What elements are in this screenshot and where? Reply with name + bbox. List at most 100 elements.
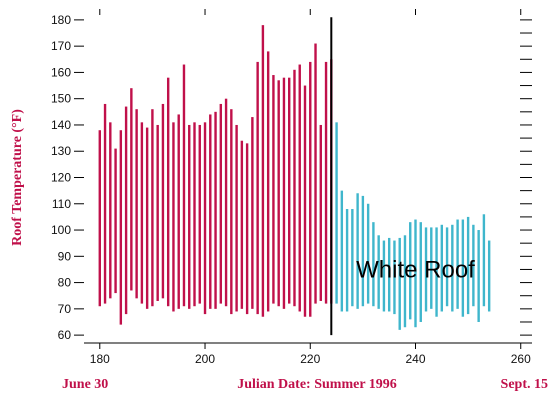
temperature-range-bar-before bbox=[214, 111, 217, 309]
temperature-range-bar-before bbox=[198, 124, 201, 304]
temperature-range-bar-white-roof bbox=[398, 237, 401, 330]
y-tick-label: 70 bbox=[58, 302, 72, 316]
temperature-range-bar-white-roof bbox=[335, 122, 338, 304]
temperature-range-bar-before bbox=[172, 122, 175, 312]
temperature-range-bar-white-roof bbox=[445, 227, 449, 307]
y-tick-label: 90 bbox=[58, 249, 72, 263]
temperature-range-bar-white-roof bbox=[461, 219, 465, 317]
temperature-range-bar-before bbox=[251, 117, 254, 309]
temperature-range-bar-before bbox=[224, 98, 228, 307]
temperature-range-bar-before bbox=[140, 122, 144, 304]
temperature-range-bar-white-roof bbox=[361, 195, 365, 307]
temperature-range-bar-before bbox=[98, 130, 101, 307]
y-tick-label: 100 bbox=[51, 223, 71, 237]
temperature-range-bar-white-roof bbox=[377, 235, 380, 309]
temperature-range-bar-white-roof bbox=[372, 222, 375, 307]
temperature-range-bar-before bbox=[266, 51, 270, 312]
temperature-range-bar-white-roof bbox=[430, 227, 433, 309]
y-tick-label: 60 bbox=[58, 328, 72, 342]
temperature-range-bar-before bbox=[203, 122, 207, 315]
temperature-range-bar-white-roof bbox=[366, 203, 370, 304]
temperature-range-bar-white-roof bbox=[424, 227, 428, 312]
temperature-range-bar-white-roof bbox=[477, 230, 480, 322]
temperature-range-bar-before bbox=[124, 106, 128, 315]
temperature-range-bar-before bbox=[303, 85, 307, 317]
temperature-range-bar-before bbox=[288, 77, 291, 304]
temperature-range-bar-white-roof bbox=[487, 240, 491, 312]
white-roof-annotation: White Roof bbox=[356, 256, 475, 283]
temperature-range-bar-before bbox=[119, 130, 123, 325]
temperature-range-bar-white-roof bbox=[356, 193, 359, 309]
temperature-range-bar-white-roof bbox=[387, 237, 391, 312]
y-tick-label: 150 bbox=[51, 92, 71, 106]
temperature-range-bar-white-roof bbox=[393, 240, 396, 315]
x-tick-label: 180 bbox=[90, 352, 110, 366]
temperature-range-bar-before bbox=[145, 127, 149, 309]
temperature-range-bar-before bbox=[188, 124, 191, 309]
temperature-range-bar-before bbox=[177, 114, 180, 309]
temperature-range-bar-white-roof bbox=[340, 190, 344, 312]
temperature-range-bar-white-roof bbox=[435, 227, 438, 317]
x-end-date-label: Sept. 15 bbox=[501, 377, 548, 392]
temperature-range-bar-before bbox=[235, 124, 238, 312]
temperature-range-bar-before bbox=[209, 114, 212, 309]
temperature-range-bar-white-roof bbox=[456, 219, 459, 309]
y-tick-label: 80 bbox=[58, 276, 72, 290]
y-axis-label: Roof Temperature (°F) bbox=[10, 109, 25, 246]
y-tick-label: 110 bbox=[52, 197, 71, 211]
temperature-range-bar-before bbox=[130, 88, 133, 291]
x-axis-label: Julian Date: Summer 1996 bbox=[237, 377, 397, 392]
bars-layer bbox=[98, 25, 491, 330]
temperature-range-bar-before bbox=[293, 69, 296, 307]
x-tick-label: 220 bbox=[300, 352, 320, 366]
temperature-range-bar-before bbox=[298, 64, 301, 312]
temperature-range-bar-before bbox=[309, 61, 312, 317]
temperature-range-bar-white-roof bbox=[419, 222, 422, 322]
temperature-range-bar-before bbox=[282, 77, 286, 309]
temperature-range-bar-before bbox=[166, 77, 170, 307]
temperature-range-bar-white-roof bbox=[382, 240, 386, 312]
y-tick-label: 160 bbox=[51, 65, 71, 79]
temperature-range-bar-before bbox=[261, 25, 265, 317]
temperature-range-bar-white-roof bbox=[440, 224, 444, 312]
temperature-range-bar-before bbox=[135, 109, 138, 299]
x-start-date-label: June 30 bbox=[62, 377, 108, 392]
temperature-range-bar-before bbox=[230, 109, 233, 315]
temperature-range-bar-before bbox=[240, 140, 244, 309]
y-tick-label: 180 bbox=[51, 13, 71, 27]
y-tick-label: 130 bbox=[51, 144, 71, 158]
temperature-range-bar-white-roof bbox=[451, 224, 454, 312]
temperature-range-bar-before bbox=[324, 61, 328, 304]
temperature-range-bar-before bbox=[151, 109, 154, 307]
temperature-range-bar-before bbox=[245, 143, 249, 315]
y-tick-label: 140 bbox=[51, 118, 71, 132]
temperature-range-bar-white-roof bbox=[345, 209, 349, 312]
temperature-range-bar-before bbox=[193, 122, 196, 307]
temperature-range-bar-before bbox=[314, 43, 317, 304]
temperature-range-bar-before bbox=[272, 75, 275, 304]
temperature-range-bar-white-roof bbox=[403, 235, 407, 328]
temperature-range-bar-before bbox=[256, 61, 259, 315]
temperature-range-bar-white-roof bbox=[466, 216, 470, 315]
temperature-range-bar-white-roof bbox=[472, 224, 475, 307]
y-tick-label: 120 bbox=[51, 171, 71, 185]
temperature-range-bar-white-roof bbox=[351, 209, 354, 307]
temperature-range-bar-white-roof bbox=[409, 222, 412, 320]
x-tick-label: 200 bbox=[195, 352, 215, 366]
temperature-range-bar-white-roof bbox=[414, 219, 417, 328]
y-tick-label: 170 bbox=[51, 39, 71, 53]
x-tick-label: 240 bbox=[405, 352, 425, 366]
temperature-range-bar-before bbox=[319, 124, 322, 301]
temperature-range-bar-before bbox=[156, 124, 159, 301]
temperature-range-bar-before bbox=[161, 103, 165, 299]
temperature-range-bar-white-roof bbox=[482, 214, 486, 307]
x-tick-label: 260 bbox=[511, 352, 531, 366]
temperature-range-bar-before bbox=[103, 103, 107, 304]
temperature-range-bar-before bbox=[182, 64, 186, 307]
temperature-range-bar-before bbox=[114, 148, 117, 294]
temperature-range-bar-before bbox=[109, 122, 112, 299]
axis-layer: 180 200 220 240 260 60 70 80 90 100 110 120 130 140 15… bbox=[51, 9, 532, 366]
temperature-range-bar-before bbox=[277, 80, 280, 307]
